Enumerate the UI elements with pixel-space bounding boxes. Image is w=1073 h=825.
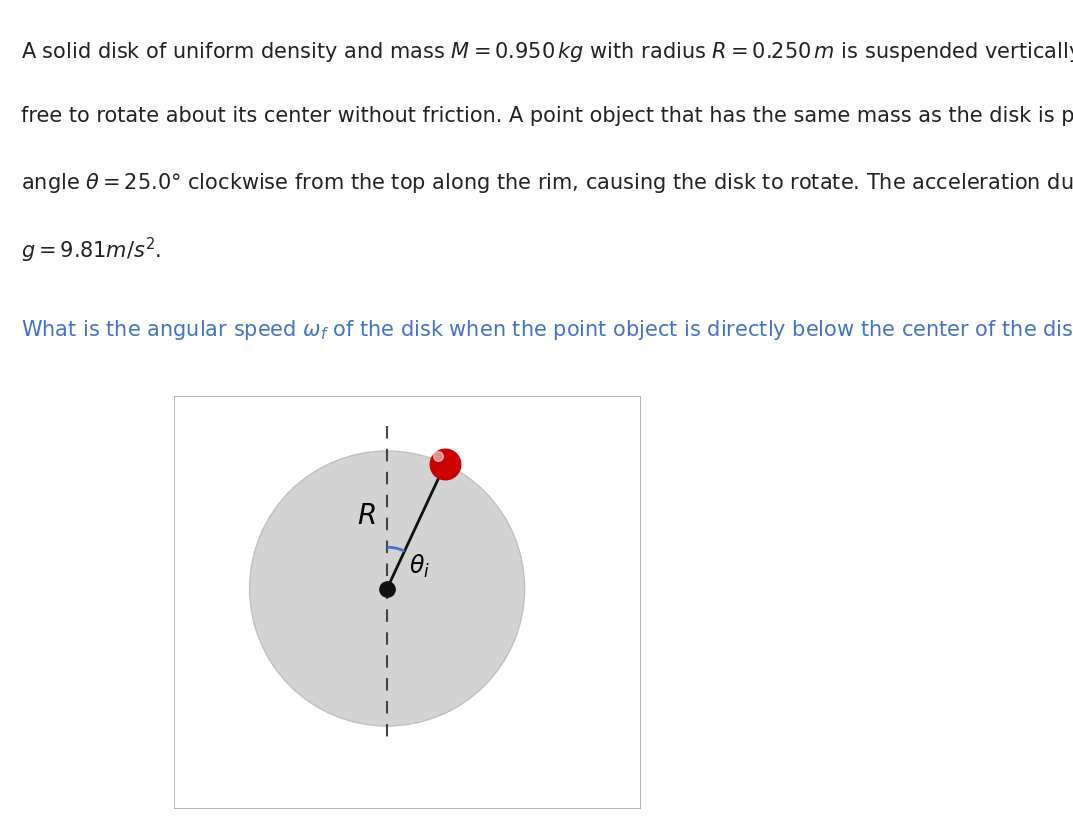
Circle shape <box>250 451 525 726</box>
Text: $R$: $R$ <box>357 503 377 530</box>
Text: What is the angular speed $\omega_f$ of the disk when the point object is direct: What is the angular speed $\omega_f$ of … <box>21 318 1073 342</box>
Text: angle $\theta = 25.0°$ clockwise from the top along the rim, causing the disk to: angle $\theta = 25.0°$ clockwise from th… <box>21 171 1073 195</box>
Text: $g = 9.81m/s^2$.: $g = 9.81m/s^2$. <box>21 236 162 266</box>
Text: A solid disk of uniform density and mass $M = 0.950\,\mathit{kg}$ with radius $R: A solid disk of uniform density and mass… <box>21 40 1073 64</box>
Text: free to rotate about its center without friction. A point object that has the sa: free to rotate about its center without … <box>21 106 1073 125</box>
Text: $\theta_i$: $\theta_i$ <box>409 553 430 580</box>
